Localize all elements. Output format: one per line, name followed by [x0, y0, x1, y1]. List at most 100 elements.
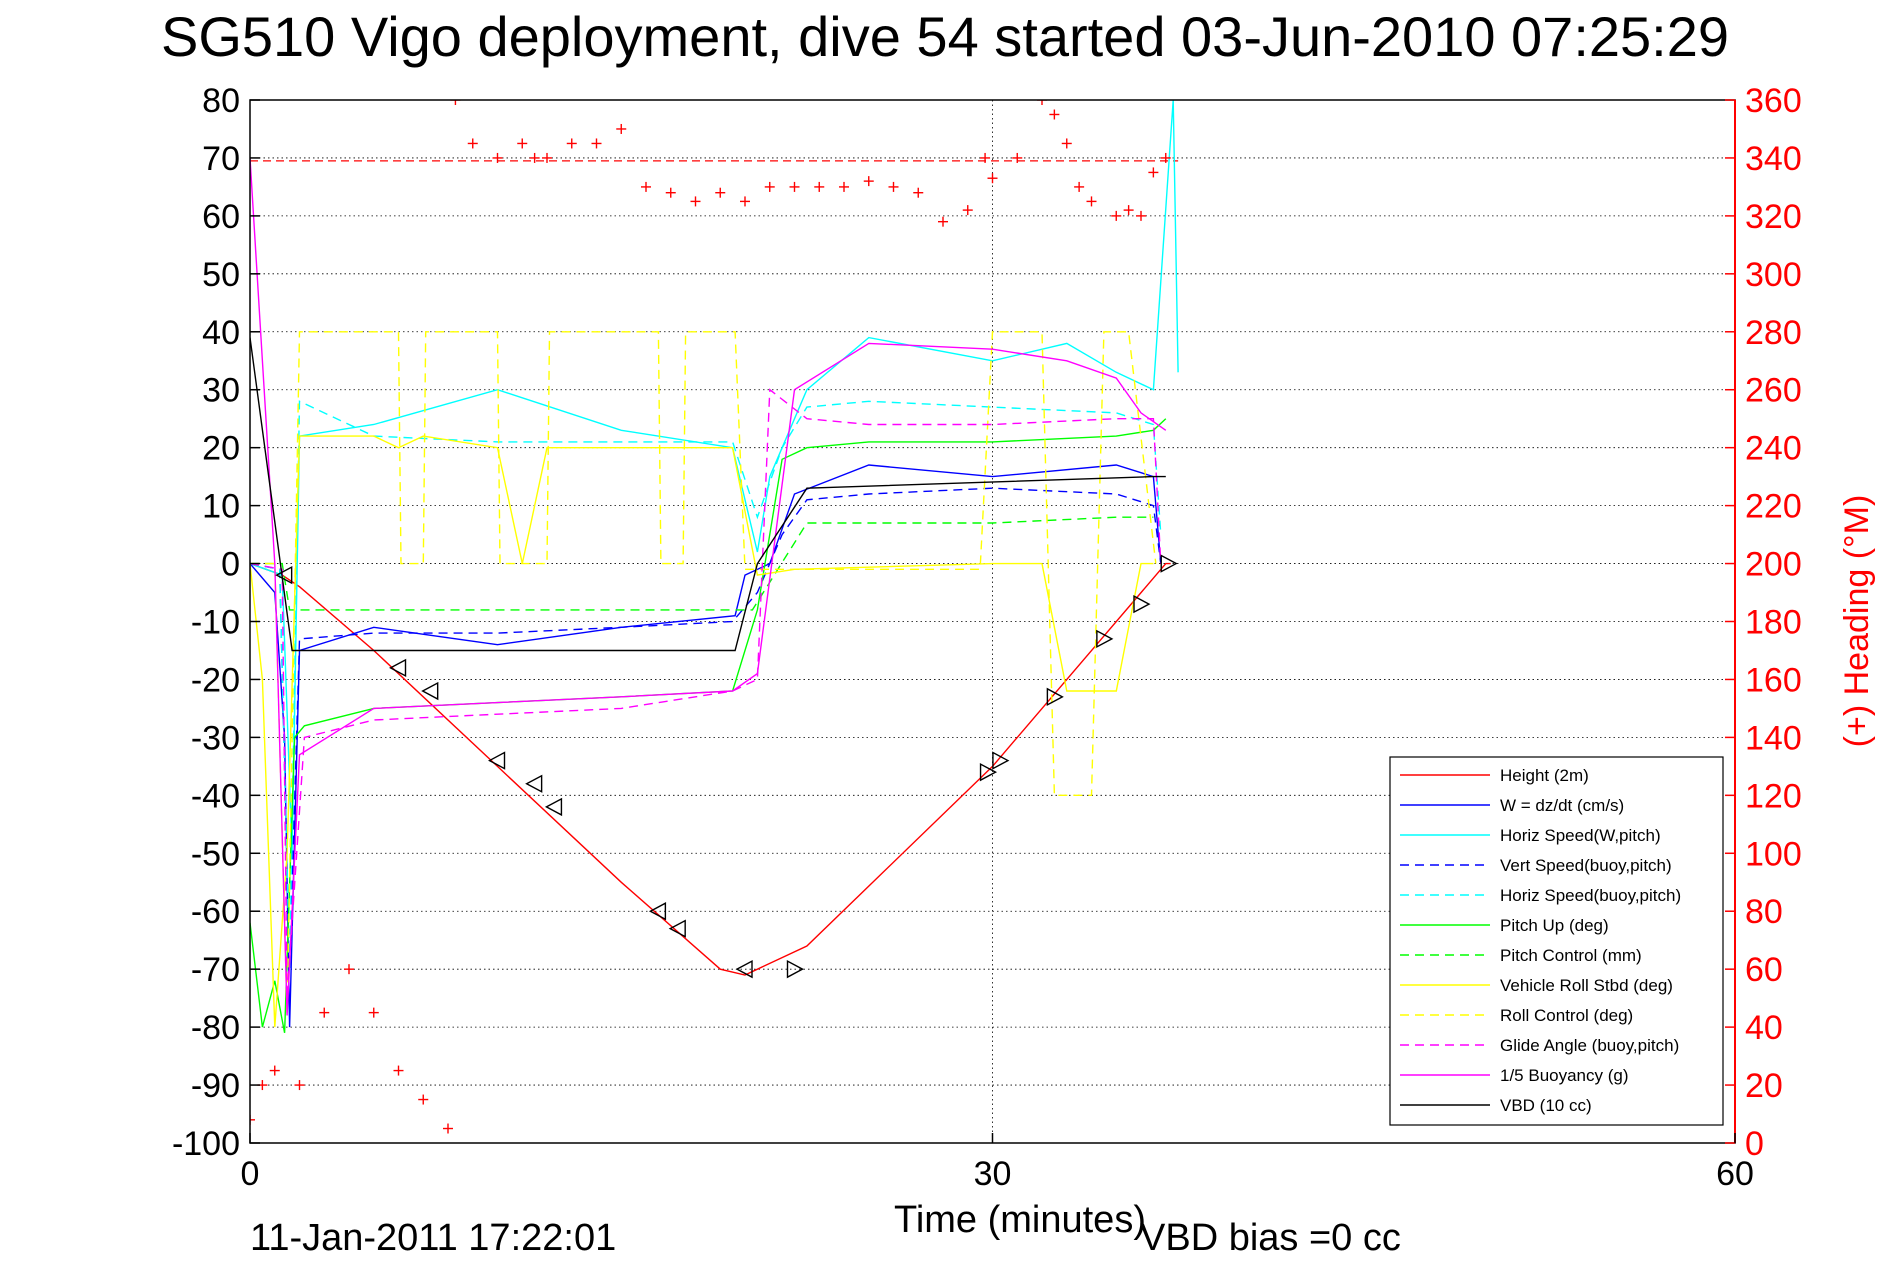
tick-label-right: 300	[1745, 256, 1802, 294]
heading-point	[690, 196, 701, 207]
x-axis-ticks: 0 30 60	[241, 1133, 1754, 1193]
tick-label-right: 20	[1745, 1067, 1783, 1105]
chart-title: SG510 Vigo deployment, dive 54 started 0…	[161, 5, 1729, 68]
heading-point	[980, 152, 991, 163]
heading-point	[740, 196, 750, 207]
heading-point	[715, 187, 726, 198]
legend-label: Vehicle Roll Stbd (deg)	[1500, 976, 1673, 995]
heading-point	[665, 187, 676, 198]
tick-label-right: 100	[1745, 835, 1802, 873]
left-axis-ticks: 80 70 60 50 40 30 20 10 0 -10 -20 -30 -40 -50 -60 -70 -8…	[172, 82, 260, 1163]
heading-point	[443, 1123, 453, 1134]
tick-label-right: 200	[1745, 546, 1802, 584]
legend: Height (2m) W = dz/dt (cm/s) Horiz Speed(W…	[1389, 756, 1724, 1126]
tick-label-left: -40	[191, 777, 240, 815]
heading-point	[450, 100, 461, 105]
tick-label-right: 140	[1745, 719, 1802, 757]
heading-point	[368, 1007, 379, 1018]
tick-label-left: 70	[202, 140, 240, 178]
heading-point	[987, 173, 998, 184]
turn-marker	[275, 565, 293, 585]
heading-point	[764, 181, 775, 192]
legend-label: Roll Control (deg)	[1500, 1006, 1633, 1025]
series-vbd-10-cc-line	[250, 337, 1166, 652]
tick-label-right: 280	[1745, 314, 1802, 352]
tick-label-right: 220	[1745, 488, 1802, 526]
heading-point	[789, 181, 800, 192]
heading-point	[1061, 138, 1072, 149]
heading-point	[250, 1114, 255, 1125]
heading-point	[1086, 196, 1097, 207]
tick-label-right: 60	[1745, 951, 1783, 989]
tick-label-left: 40	[202, 314, 240, 352]
tick-label-right: 80	[1745, 893, 1783, 931]
tick-label-left: -90	[191, 1067, 240, 1105]
x-axis-label: Time (minutes)	[894, 1199, 1146, 1241]
legend-label: VBD (10 cc)	[1500, 1096, 1592, 1115]
tick-label-left: 20	[202, 430, 240, 468]
heading-point	[641, 181, 651, 192]
series-roll-control-deg-line	[250, 331, 1157, 1016]
turn-marker	[389, 658, 407, 678]
series-horiz-speed-buoy-pitch-line	[250, 400, 1162, 970]
tick-label-left: -50	[191, 835, 240, 873]
turn-marker	[488, 751, 506, 770]
heading-point	[863, 176, 874, 187]
turn-marker	[735, 960, 753, 979]
tick-label-left: 80	[202, 82, 240, 120]
heading-point	[344, 964, 354, 975]
tick-label-right: 340	[1745, 140, 1802, 178]
vbd-bias-footer: VBD bias =0 cc	[1140, 1217, 1401, 1259]
legend-box	[1389, 756, 1724, 1126]
right-axis-label: (+) Heading (°M)	[1838, 495, 1876, 748]
tick-label-right: 360	[1745, 82, 1802, 120]
tick-label-left: -60	[191, 893, 240, 931]
plot-area	[250, 100, 1179, 1134]
tick-label-left: -70	[191, 951, 240, 989]
tick-label-right: 320	[1745, 198, 1802, 236]
heading-point	[542, 152, 552, 163]
legend-label: Vert Speed(buoy,pitch)	[1500, 856, 1672, 875]
turn-marker	[1133, 594, 1151, 614]
turn-marker	[544, 797, 563, 817]
tick-label-x: 0	[241, 1155, 260, 1193]
tick-label-left: 0	[221, 546, 240, 584]
turn-marker	[786, 960, 804, 979]
tick-label-right: 160	[1745, 661, 1802, 699]
heading-point	[1123, 205, 1134, 216]
legend-label: Height (2m)	[1500, 766, 1589, 785]
turn-marker	[979, 762, 998, 782]
tick-label-left: 30	[202, 372, 240, 410]
right-axis-ticks: 3603403203002802602402202001801601401201…	[1725, 82, 1802, 1163]
tick-label-x: 30	[974, 1155, 1012, 1193]
turn-marker	[1160, 554, 1178, 573]
heading-point	[591, 138, 602, 149]
heading-point	[467, 138, 478, 149]
legend-label: Horiz Speed(W,pitch)	[1500, 826, 1661, 845]
tick-label-left: -80	[191, 1009, 240, 1047]
heading-point	[962, 205, 973, 216]
tick-label-left: -100	[172, 1125, 240, 1163]
heading-point	[566, 138, 577, 149]
tick-label-left: -30	[191, 719, 240, 757]
series-glide-angle-buoy-pitch-line	[250, 388, 1162, 999]
legend-label: Pitch Control (mm)	[1500, 946, 1642, 965]
heading-point	[938, 216, 948, 227]
turn-marker	[1046, 687, 1064, 706]
legend-label: Horiz Speed(buoy,pitch)	[1500, 886, 1681, 905]
heading-point	[319, 1007, 330, 1018]
legend-label: Glide Angle (buoy,pitch)	[1500, 1036, 1679, 1055]
legend-label: 1/5 Buoyancy (g)	[1500, 1066, 1629, 1085]
tick-label-right: 120	[1745, 777, 1802, 815]
heading-point	[913, 187, 924, 198]
legend-label: Pitch Up (deg)	[1500, 916, 1609, 935]
tick-label-right: 0	[1745, 1125, 1764, 1163]
turn-marker	[648, 902, 667, 921]
turn-marker	[668, 919, 686, 938]
tick-label-left: 50	[202, 256, 240, 294]
heading-point	[418, 1094, 429, 1105]
tick-label-right: 180	[1745, 604, 1802, 642]
tick-label-x: 60	[1716, 1155, 1754, 1193]
heading-point	[1074, 181, 1085, 192]
